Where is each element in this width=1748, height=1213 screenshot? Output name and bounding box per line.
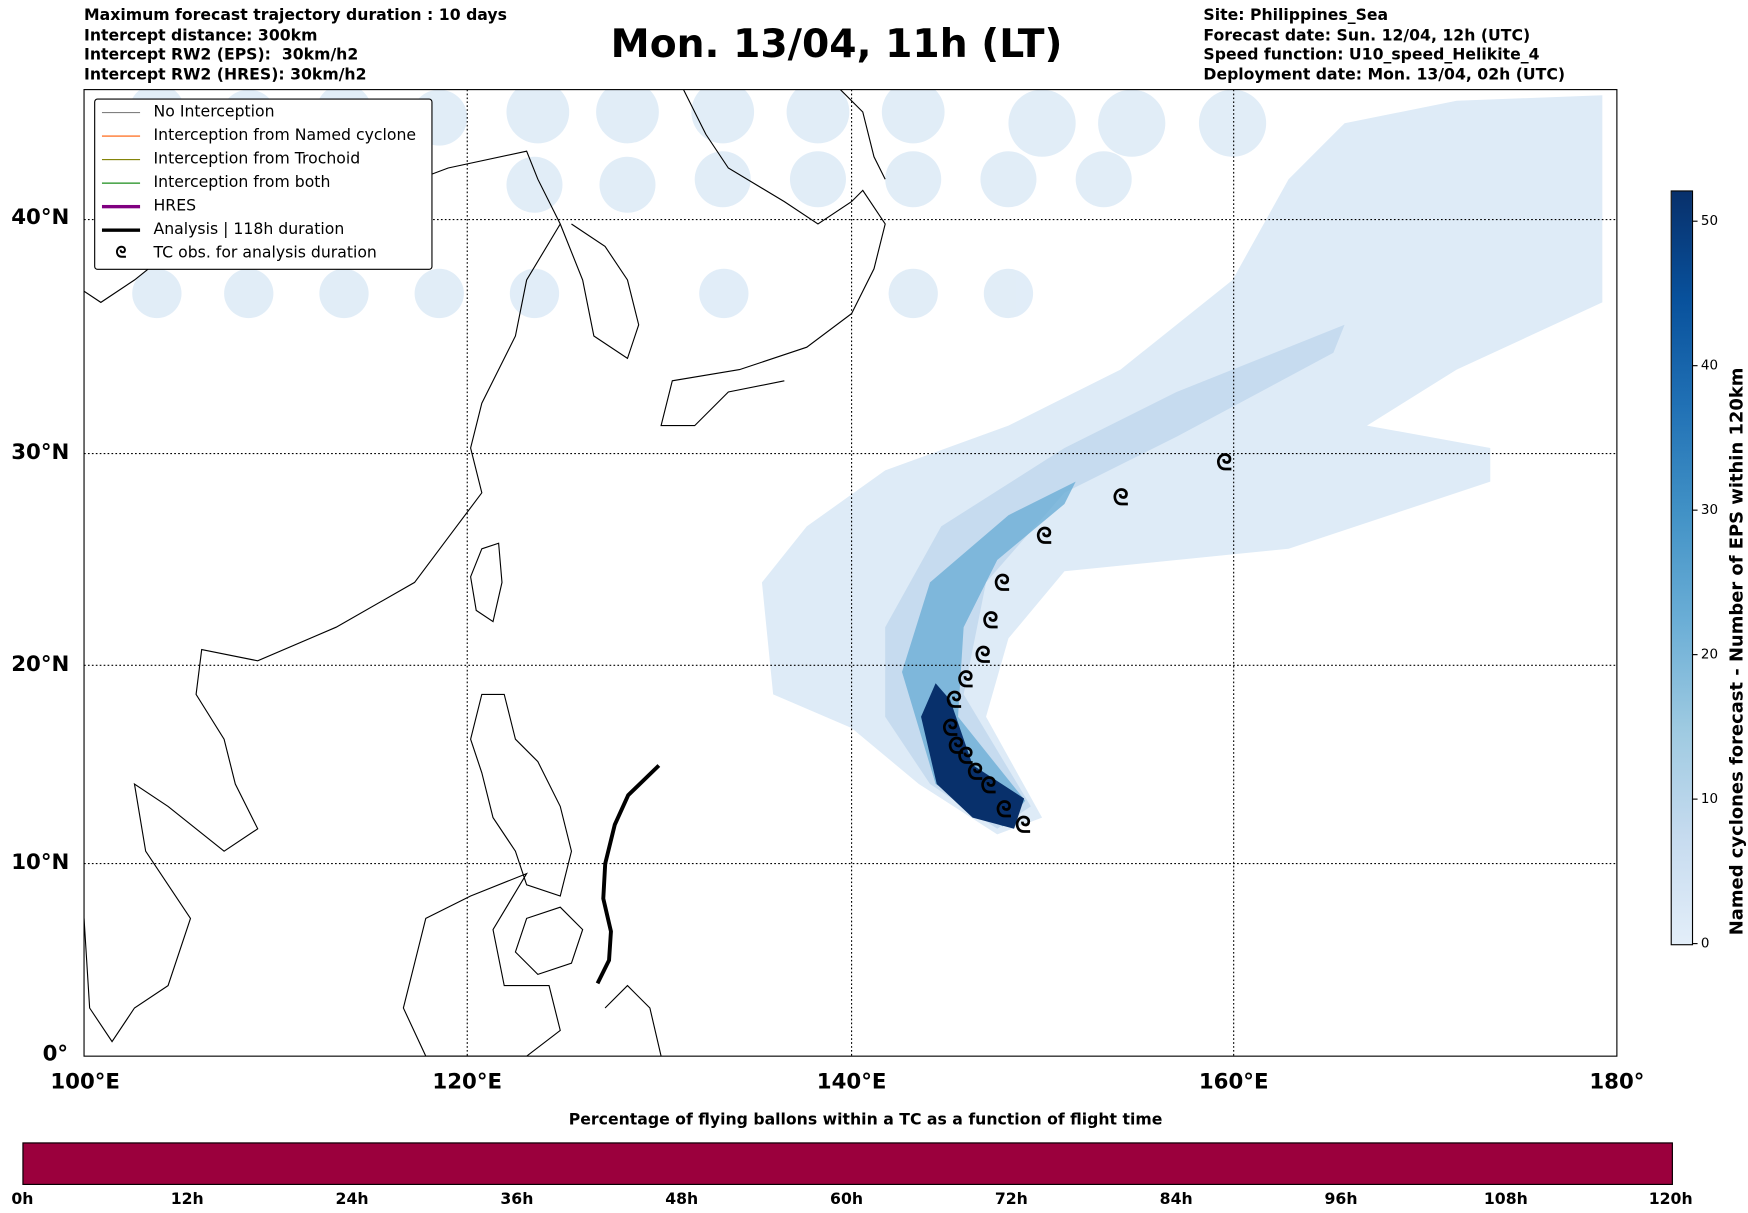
tc-symbol-icon: ᘓ (996, 797, 1012, 823)
page-title: Mon. 13/04, 11h (LT) (610, 22, 1063, 68)
legend-item-hres: HRES (95, 195, 196, 217)
tc-symbol-icon: ᘓ (948, 733, 964, 759)
legend: No Interception Interception from Named … (94, 98, 433, 270)
header-right: Site: Philippines_Sea Forecast date: Sun… (1203, 7, 1565, 85)
time-bar-tick: 120h (1648, 1190, 1693, 1209)
line-swatch-icon (101, 204, 141, 208)
colorbar-tick: 20 (1691, 646, 1719, 662)
speed-function-text: Speed function: U10_speed_Helikite_4 (1203, 45, 1540, 64)
time-bar-tick: 96h (1324, 1190, 1358, 1209)
tc-symbol-icon: ᘓ (1036, 524, 1052, 550)
deployment-date-text: Deployment date: Mon. 13/04, 02h (UTC) (1203, 65, 1566, 84)
tc-symbol-icon: ᘓ (981, 773, 997, 799)
line-swatch-icon (101, 182, 141, 184)
tc-symbol-icon: ᘓ (975, 643, 991, 669)
lat-tick: 10°N (11, 850, 70, 875)
tc-symbol-icon: ᘓ (958, 743, 974, 769)
tc-symbol-icon: ᘓ (942, 716, 958, 742)
time-bar-tick: 72h (994, 1190, 1028, 1209)
legend-item-both: Interception from both (95, 171, 330, 193)
legend-label: HRES (153, 197, 197, 216)
time-bar-tick: 108h (1483, 1190, 1528, 1209)
time-bar-tick: 84h (1159, 1190, 1193, 1209)
lon-tick: 100°E (50, 1069, 120, 1095)
map-frame (83, 89, 1618, 1057)
time-bar-title: Percentage of flying ballons within a TC… (568, 1111, 1163, 1129)
tc-symbol-icon: ᘓ (115, 244, 127, 263)
colorbar-tick: 30 (1691, 501, 1719, 518)
time-bar-tick: 12h (170, 1190, 204, 1209)
legend-label: Interception from both (153, 173, 331, 192)
lon-tick: 120°E (432, 1069, 503, 1095)
line-swatch-icon (101, 227, 141, 232)
legend-item-trochoid: Interception from Trochoid (95, 148, 360, 170)
tc-symbol-icon: ᘓ (946, 687, 962, 713)
lon-tick: 160°E (1198, 1069, 1269, 1095)
legend-label: Interception from Named cyclone (153, 126, 417, 145)
colorbar-label: Named cyclones forecast - Number of EPS … (1725, 367, 1747, 936)
analysis-track (595, 764, 661, 985)
lat-tick: 30°N (11, 440, 70, 465)
lat-tick: 20°N (11, 651, 70, 677)
tc-symbol-icon: ᘓ (1113, 485, 1129, 511)
legend-item-named-cyclone: Interception from Named cyclone (95, 124, 416, 146)
lat-tick: 40°N (11, 204, 70, 230)
intercept-distance-text: Intercept distance: 300km (84, 26, 318, 45)
tc-symbol-icon: ᘓ (958, 667, 974, 693)
tc-symbol-icon: ᘓ (1015, 812, 1031, 838)
intercept-hres-text: Intercept RW2 (HRES): 30km/h2 (84, 65, 367, 84)
tc-symbol-icon: ᘓ (982, 608, 998, 634)
lon-tick: 140°E (816, 1069, 887, 1095)
colorbar (1670, 190, 1694, 946)
tc-symbol-icon: ᘓ (1216, 450, 1232, 476)
legend-item-analysis: Analysis | 118h duration (95, 218, 344, 240)
time-bar-tick: 60h (830, 1190, 864, 1209)
legend-label: No Interception (153, 103, 275, 121)
line-swatch-icon (101, 158, 141, 160)
time-bar-tick: 0h (11, 1190, 34, 1209)
colorbar-tick: 0 (1692, 935, 1710, 951)
legend-label: Analysis | 118h duration (153, 220, 345, 239)
legend-label: Interception from Trochoid (153, 150, 361, 168)
legend-item-tc-obs: ᘓ TC obs. for analysis duration (95, 242, 377, 264)
colorbar-tick: 40 (1691, 357, 1719, 373)
forecast-date-text: Forecast date: Sun. 12/04, 12h (UTC) (1203, 26, 1531, 45)
lat-tick: 0° (42, 1041, 69, 1067)
lon-tick: 180° (1589, 1069, 1645, 1095)
intercept-eps-text: Intercept RW2 (EPS): 30km/h2 (84, 45, 359, 64)
density-core (921, 683, 1025, 829)
line-swatch-icon (101, 134, 141, 137)
legend-label: TC obs. for analysis duration (153, 244, 377, 263)
time-bar-tick: 36h (500, 1190, 534, 1209)
colorbar-tick: 50 (1691, 212, 1719, 229)
time-bar-tick: 48h (665, 1190, 699, 1209)
header-left: Maximum forecast trajectory duration : 1… (84, 7, 507, 85)
line-swatch-icon (101, 111, 141, 113)
tc-symbol-icon: ᘓ (994, 570, 1010, 596)
colorbar-tick: 10 (1691, 790, 1719, 807)
time-bar-tick: 24h (335, 1190, 369, 1209)
tc-symbol-icon: ᘓ (967, 759, 983, 785)
legend-item-no-interception: No Interception (95, 101, 275, 123)
time-bar (22, 1142, 1673, 1185)
site-text: Site: Philippines_Sea (1203, 6, 1389, 25)
max-duration-text: Maximum forecast trajectory duration : 1… (84, 6, 507, 25)
density-outer (761, 95, 1603, 835)
